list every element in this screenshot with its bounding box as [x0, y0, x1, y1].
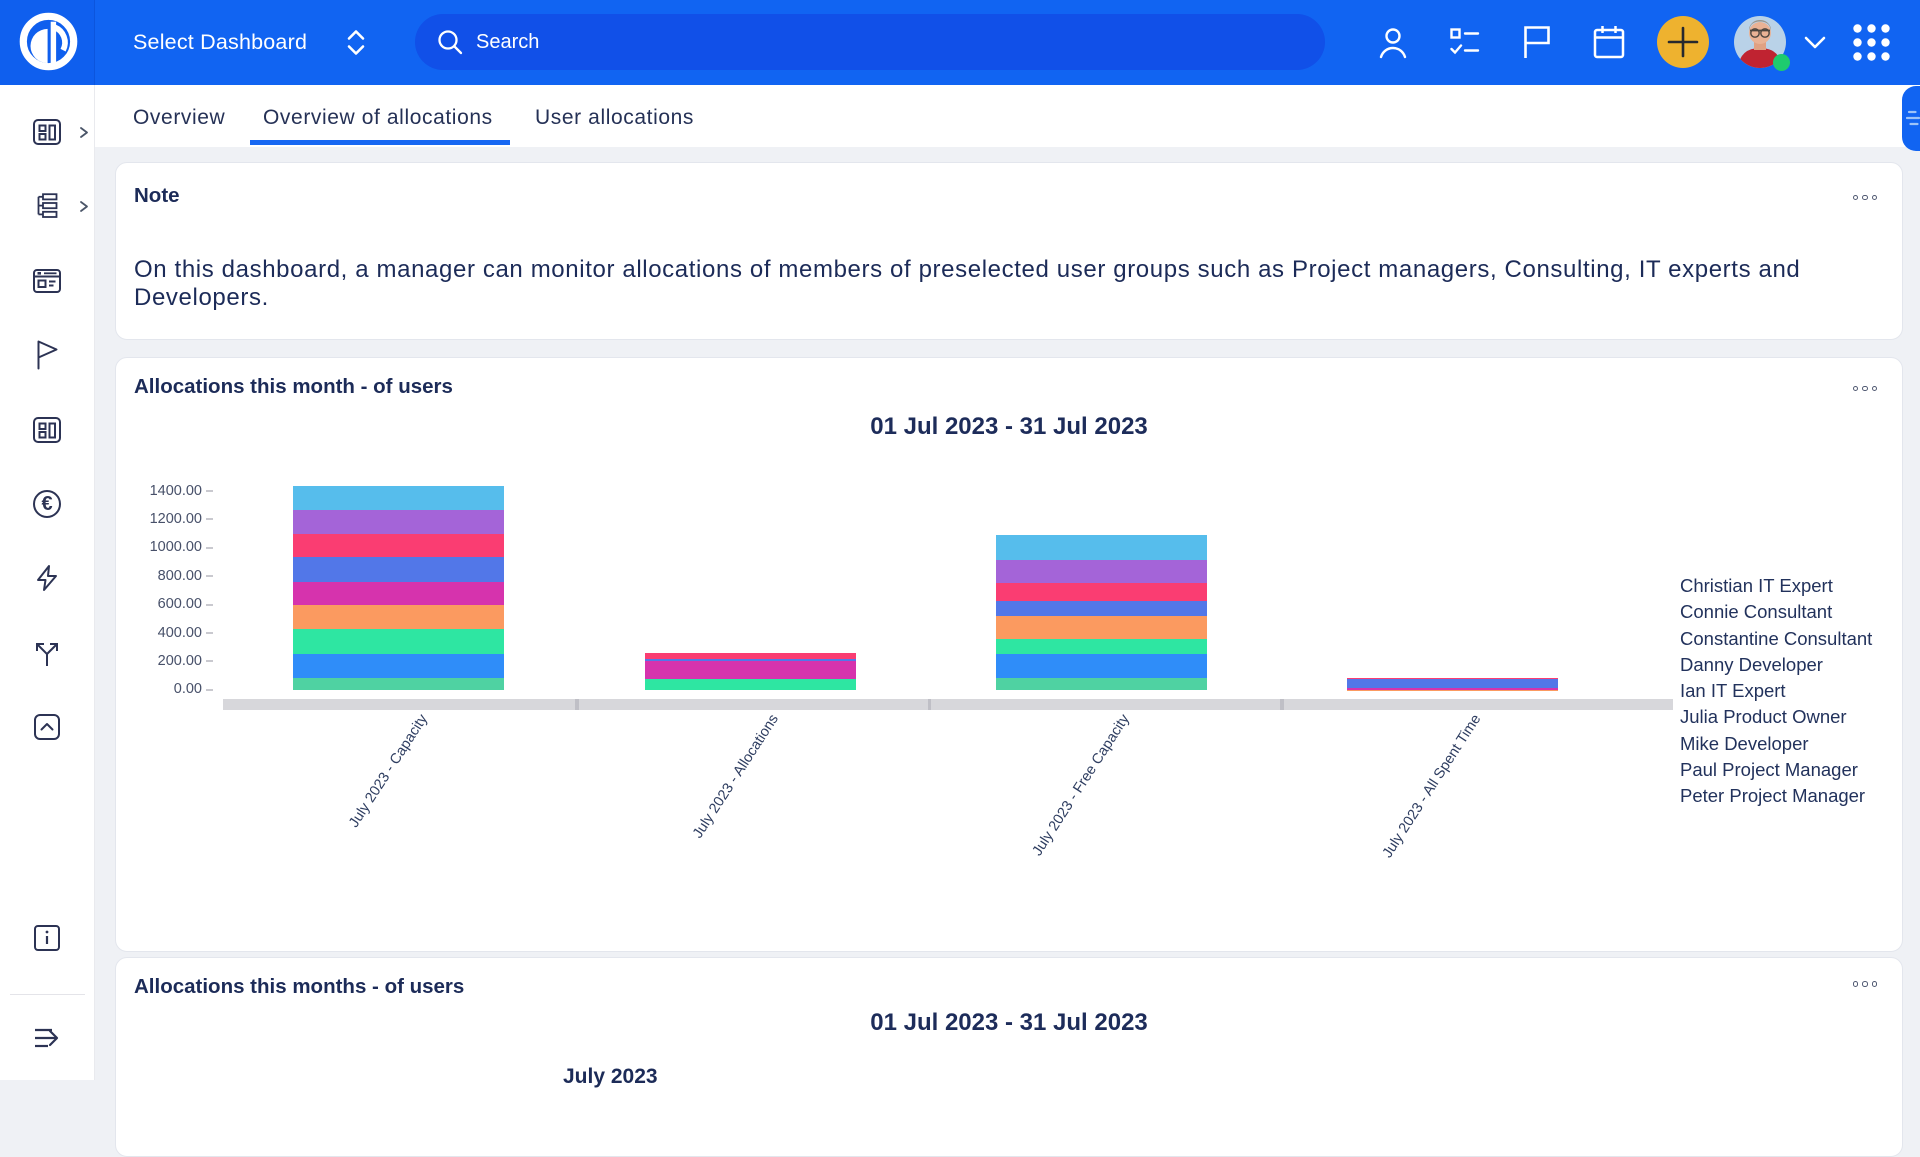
svg-text:€: €	[41, 493, 52, 515]
